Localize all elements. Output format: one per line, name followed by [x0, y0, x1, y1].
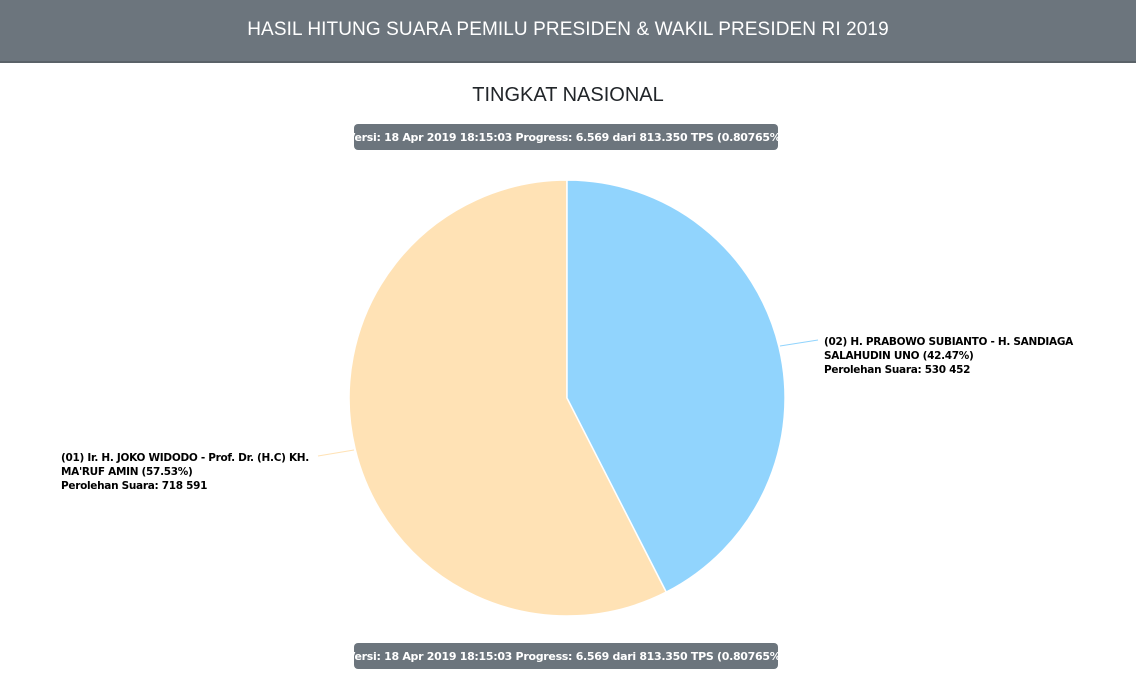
page-header: HASIL HITUNG SUARA PEMILU PRESIDEN & WAK…: [0, 0, 1136, 63]
label-02-votes: Perolehan Suara: 530 452: [824, 364, 971, 376]
page-title: HASIL HITUNG SUARA PEMILU PRESIDEN & WAK…: [247, 18, 889, 40]
label-01-name-line2: MA'RUF AMIN (57.53%): [61, 466, 193, 478]
label-01-name-line1: (01) Ir. H. JOKO WIDODO - Prof. Dr. (H.C…: [61, 452, 309, 464]
progress-badge-bottom: Versi: 18 Apr 2019 18:15:03 Progress: 6.…: [347, 643, 785, 669]
data-label-candidate-01: (01) Ir. H. JOKO WIDODO - Prof. Dr. (H.C…: [61, 451, 326, 493]
label-02-name-line2: SALAHUDIN UNO (42.47%): [824, 350, 974, 362]
section-title: TINGKAT NASIONAL: [472, 84, 664, 106]
data-label-candidate-02: (02) H. PRABOWO SUBIANTO - H. SANDIAGA S…: [824, 335, 1084, 377]
label-01-votes: Perolehan Suara: 718 591: [61, 480, 208, 492]
connector-line-01: [317, 449, 355, 457]
connector-line-02: [779, 339, 819, 347]
label-02-name-line1: (02) H. PRABOWO SUBIANTO - H. SANDIAGA: [824, 336, 1073, 348]
pie-slice-02[interactable]: [566, 179, 786, 594]
pie-slice-01[interactable]: [348, 179, 668, 617]
progress-badge-top: Versi: 18 Apr 2019 18:15:03 Progress: 6.…: [347, 124, 785, 150]
